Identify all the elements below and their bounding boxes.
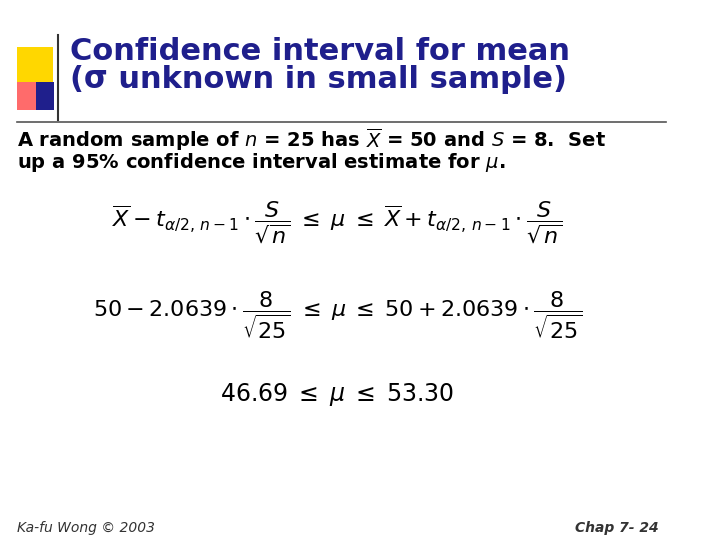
Text: up a 95% confidence interval estimate for $\mu$.: up a 95% confidence interval estimate fo… [17, 151, 505, 173]
Text: $\overline{X} - t_{\alpha/2,\, n-1} \cdot \dfrac{S}{\sqrt{n}}$$\;\leq\;$$\mu$$\;: $\overline{X} - t_{\alpha/2,\, n-1} \cdo… [112, 199, 562, 245]
Text: (σ unknown in small sample): (σ unknown in small sample) [71, 65, 567, 94]
Text: Chap 7- 24: Chap 7- 24 [575, 521, 658, 535]
Text: $46.69 \;\leq\; \mu \;\leq\; 53.30$: $46.69 \;\leq\; \mu \;\leq\; 53.30$ [220, 381, 454, 408]
FancyBboxPatch shape [35, 82, 55, 110]
Text: Confidence interval for mean: Confidence interval for mean [71, 37, 570, 66]
Text: Ka-fu Wong © 2003: Ka-fu Wong © 2003 [17, 521, 155, 535]
FancyBboxPatch shape [17, 82, 43, 110]
Text: A random sample of $\it{n}$ = 25 has $\overline{X}$ = 50 and $\it{S}$ = 8.  Set: A random sample of $\it{n}$ = 25 has $\o… [17, 126, 606, 153]
FancyBboxPatch shape [17, 47, 53, 85]
Text: $50 - 2.0639 \cdot \dfrac{8}{\sqrt{25}}$$\;\leq\;$$\mu$$\;\leq\;$$50 + 2.0639 \c: $50 - 2.0639 \cdot \dfrac{8}{\sqrt{25}}$… [93, 289, 582, 341]
